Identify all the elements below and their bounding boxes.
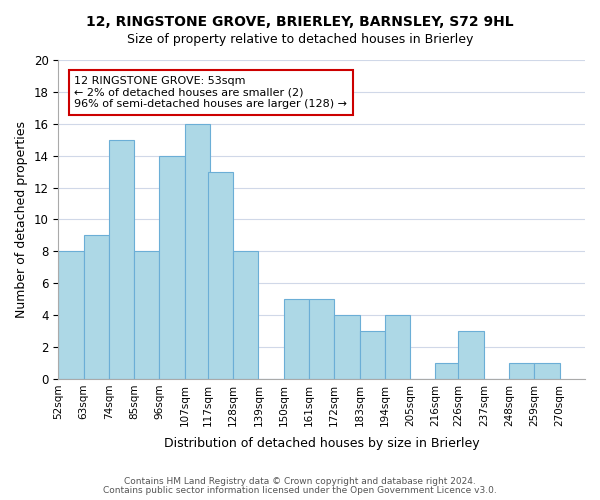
Bar xyxy=(535,363,560,379)
Bar xyxy=(458,331,484,379)
Y-axis label: Number of detached properties: Number of detached properties xyxy=(15,121,28,318)
Text: Size of property relative to detached houses in Brierley: Size of property relative to detached ho… xyxy=(127,32,473,46)
Bar xyxy=(509,363,535,379)
Bar xyxy=(185,124,210,379)
Bar xyxy=(134,252,160,379)
Bar xyxy=(359,331,385,379)
Bar xyxy=(284,299,309,379)
Bar xyxy=(208,172,233,379)
Text: 12 RINGSTONE GROVE: 53sqm
← 2% of detached houses are smaller (2)
96% of semi-de: 12 RINGSTONE GROVE: 53sqm ← 2% of detach… xyxy=(74,76,347,109)
X-axis label: Distribution of detached houses by size in Brierley: Distribution of detached houses by size … xyxy=(164,437,479,450)
Bar xyxy=(385,315,410,379)
Bar xyxy=(233,252,259,379)
Text: Contains HM Land Registry data © Crown copyright and database right 2024.: Contains HM Land Registry data © Crown c… xyxy=(124,477,476,486)
Bar xyxy=(109,140,134,379)
Bar xyxy=(436,363,461,379)
Bar xyxy=(83,236,109,379)
Text: 12, RINGSTONE GROVE, BRIERLEY, BARNSLEY, S72 9HL: 12, RINGSTONE GROVE, BRIERLEY, BARNSLEY,… xyxy=(86,15,514,29)
Bar xyxy=(160,156,185,379)
Bar xyxy=(334,315,359,379)
Bar xyxy=(309,299,334,379)
Bar xyxy=(58,252,83,379)
Text: Contains public sector information licensed under the Open Government Licence v3: Contains public sector information licen… xyxy=(103,486,497,495)
